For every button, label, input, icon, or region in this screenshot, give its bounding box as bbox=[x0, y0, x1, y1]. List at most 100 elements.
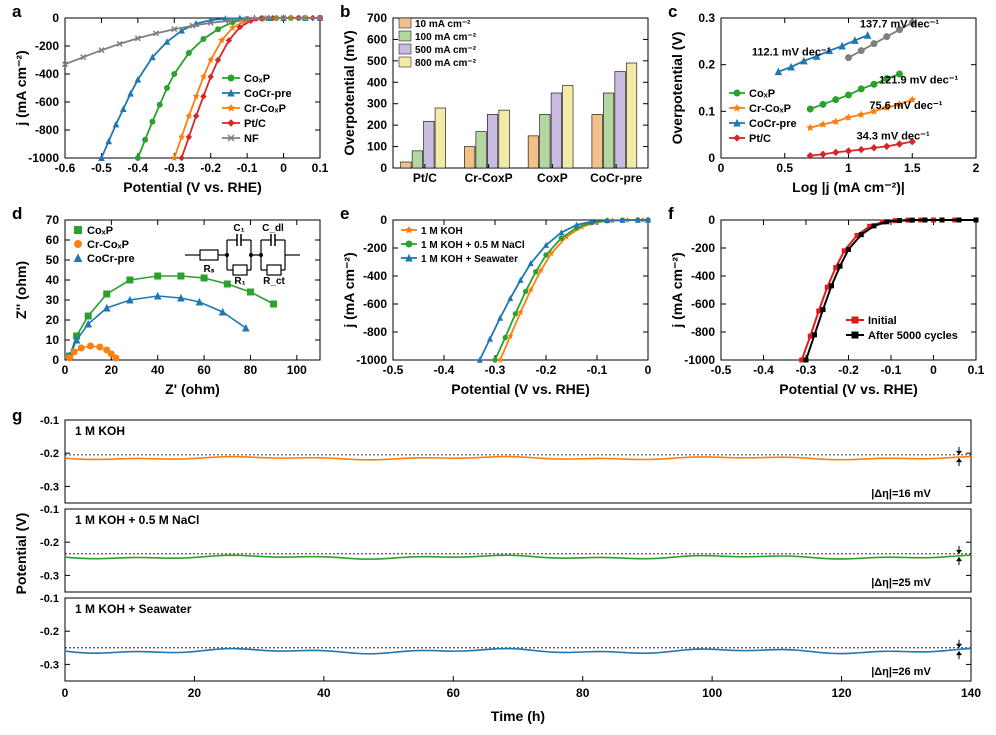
panel-g: gPotential (V)-0.1-0.2-0.31 M KOH|Δη|=16… bbox=[10, 412, 986, 727]
svg-text:Log |j (mA cm⁻²)|: Log |j (mA cm⁻²)| bbox=[792, 179, 905, 195]
svg-text:1 M KOH + 0.5 M NaCl: 1 M KOH + 0.5 M NaCl bbox=[421, 240, 525, 251]
svg-text:Potential (V vs. RHE): Potential (V vs. RHE) bbox=[779, 381, 917, 397]
svg-text:-0.3: -0.3 bbox=[796, 363, 817, 377]
svg-text:j (mA cm⁻²): j (mA cm⁻²) bbox=[669, 252, 685, 328]
svg-text:CoₓP: CoₓP bbox=[749, 88, 775, 100]
svg-text:-400: -400 bbox=[691, 269, 715, 283]
svg-text:300: 300 bbox=[367, 97, 387, 111]
svg-text:1 M KOH: 1 M KOH bbox=[421, 226, 463, 237]
svg-text:0: 0 bbox=[280, 161, 287, 175]
svg-text:Potential (V): Potential (V) bbox=[13, 513, 29, 595]
svg-text:600: 600 bbox=[367, 32, 387, 46]
svg-text:Cr-CoxP: Cr-CoxP bbox=[465, 171, 513, 185]
svg-text:NF: NF bbox=[244, 133, 259, 145]
svg-text:Cr-CoₓP: Cr-CoₓP bbox=[244, 103, 286, 115]
svg-text:140: 140 bbox=[961, 686, 981, 700]
panel-label: e bbox=[340, 204, 349, 224]
panel-c: c00.511.5200.10.20.3Log |j (mA cm⁻²)|Ove… bbox=[666, 8, 986, 198]
panel-e: e-0.5-0.4-0.3-0.2-0.10-1000-800-600-400-… bbox=[338, 210, 658, 400]
svg-text:100: 100 bbox=[367, 140, 387, 154]
svg-text:70: 70 bbox=[46, 213, 60, 227]
svg-text:75.6 mV dec⁻¹: 75.6 mV dec⁻¹ bbox=[869, 100, 942, 112]
svg-text:-0.4: -0.4 bbox=[434, 363, 455, 377]
svg-text:-1000: -1000 bbox=[28, 151, 59, 165]
svg-text:30: 30 bbox=[46, 293, 60, 307]
svg-text:0: 0 bbox=[62, 686, 69, 700]
svg-text:400: 400 bbox=[367, 75, 387, 89]
svg-text:112.1 mV dec⁻¹: 112.1 mV dec⁻¹ bbox=[752, 46, 831, 58]
svg-text:-1000: -1000 bbox=[684, 353, 715, 367]
svg-text:34.3 mV dec⁻¹: 34.3 mV dec⁻¹ bbox=[857, 130, 930, 142]
svg-text:CoCr-pre: CoCr-pre bbox=[749, 118, 797, 130]
svg-text:Potential (V vs. RHE): Potential (V vs. RHE) bbox=[451, 381, 589, 397]
svg-text:-600: -600 bbox=[691, 297, 715, 311]
svg-text:-0.1: -0.1 bbox=[881, 363, 902, 377]
svg-text:-200: -200 bbox=[363, 241, 387, 255]
panel-d: d020406080100010203040506070Z' (ohm)Z'' … bbox=[10, 210, 330, 400]
svg-text:10 mA cm⁻²: 10 mA cm⁻² bbox=[415, 19, 471, 30]
panel-label: c bbox=[668, 2, 677, 22]
svg-text:Potential (V vs. RHE): Potential (V vs. RHE) bbox=[123, 179, 261, 195]
panel-a: a-0.6-0.5-0.4-0.3-0.2-0.100.1-1000-800-6… bbox=[10, 8, 330, 198]
svg-text:|Δη|=26 mV: |Δη|=26 mV bbox=[871, 666, 931, 678]
svg-text:Pt/C: Pt/C bbox=[413, 171, 437, 185]
svg-text:0.1: 0.1 bbox=[312, 161, 329, 175]
svg-text:|Δη|=16 mV: |Δη|=16 mV bbox=[871, 488, 931, 500]
svg-text:1 M KOH + Seawater: 1 M KOH + Seawater bbox=[421, 254, 518, 265]
svg-text:20: 20 bbox=[105, 363, 119, 377]
svg-text:-0.3: -0.3 bbox=[164, 161, 185, 175]
svg-text:-0.4: -0.4 bbox=[753, 363, 774, 377]
svg-text:0: 0 bbox=[52, 11, 59, 25]
svg-text:-0.3: -0.3 bbox=[40, 659, 59, 671]
svg-text:Rₛ: Rₛ bbox=[204, 264, 215, 275]
svg-text:Pt/C: Pt/C bbox=[749, 133, 771, 145]
svg-text:CoCr-pre: CoCr-pre bbox=[590, 171, 642, 185]
svg-text:700: 700 bbox=[367, 11, 387, 25]
svg-text:-1000: -1000 bbox=[356, 353, 387, 367]
svg-text:100: 100 bbox=[702, 686, 722, 700]
svg-text:-0.2: -0.2 bbox=[40, 448, 59, 460]
svg-text:40: 40 bbox=[317, 686, 331, 700]
svg-text:-0.2: -0.2 bbox=[40, 626, 59, 638]
svg-text:j (mA cm⁻²): j (mA cm⁻²) bbox=[341, 252, 357, 328]
svg-text:80: 80 bbox=[244, 363, 258, 377]
svg-text:1 M KOH + Seawater: 1 M KOH + Seawater bbox=[75, 602, 192, 616]
svg-text:CoCr-pre: CoCr-pre bbox=[244, 88, 292, 100]
svg-text:-0.2: -0.2 bbox=[838, 363, 859, 377]
svg-text:Overpotential (V): Overpotential (V) bbox=[669, 32, 685, 145]
svg-text:1.5: 1.5 bbox=[904, 161, 921, 175]
svg-text:CoₓP: CoₓP bbox=[87, 225, 113, 237]
svg-text:40: 40 bbox=[151, 363, 165, 377]
svg-text:100 mA cm⁻²: 100 mA cm⁻² bbox=[415, 32, 477, 43]
svg-text:-600: -600 bbox=[35, 95, 59, 109]
svg-text:121.9 mV dec⁻¹: 121.9 mV dec⁻¹ bbox=[879, 74, 959, 86]
svg-text:20: 20 bbox=[46, 313, 60, 327]
svg-text:j (mA cm⁻²): j (mA cm⁻²) bbox=[13, 50, 29, 126]
svg-text:-400: -400 bbox=[35, 67, 59, 81]
svg-text:1: 1 bbox=[845, 161, 852, 175]
svg-text:0.2: 0.2 bbox=[698, 58, 715, 72]
svg-text:60: 60 bbox=[447, 686, 461, 700]
svg-text:-0.2: -0.2 bbox=[536, 363, 557, 377]
svg-text:800 mA cm⁻²: 800 mA cm⁻² bbox=[415, 58, 477, 69]
svg-text:-0.1: -0.1 bbox=[587, 363, 608, 377]
svg-text:-600: -600 bbox=[363, 297, 387, 311]
svg-text:-800: -800 bbox=[691, 325, 715, 339]
svg-text:Cr-CoₓP: Cr-CoₓP bbox=[87, 239, 129, 251]
svg-text:Time (h): Time (h) bbox=[491, 708, 545, 724]
svg-text:0: 0 bbox=[645, 363, 652, 377]
svg-text:-0.2: -0.2 bbox=[200, 161, 221, 175]
svg-text:R_ct: R_ct bbox=[263, 276, 285, 287]
svg-text:Initial: Initial bbox=[868, 315, 897, 327]
svg-text:20: 20 bbox=[188, 686, 202, 700]
svg-text:-800: -800 bbox=[363, 325, 387, 339]
svg-text:-0.3: -0.3 bbox=[40, 481, 59, 493]
svg-text:0: 0 bbox=[718, 161, 725, 175]
svg-text:500 mA cm⁻²: 500 mA cm⁻² bbox=[415, 45, 477, 56]
svg-text:-200: -200 bbox=[35, 39, 59, 53]
svg-text:|Δη|=25 mV: |Δη|=25 mV bbox=[871, 577, 931, 589]
svg-text:Pt/C: Pt/C bbox=[244, 118, 266, 130]
svg-text:120: 120 bbox=[832, 686, 852, 700]
svg-text:2: 2 bbox=[973, 161, 980, 175]
svg-text:80: 80 bbox=[576, 686, 590, 700]
